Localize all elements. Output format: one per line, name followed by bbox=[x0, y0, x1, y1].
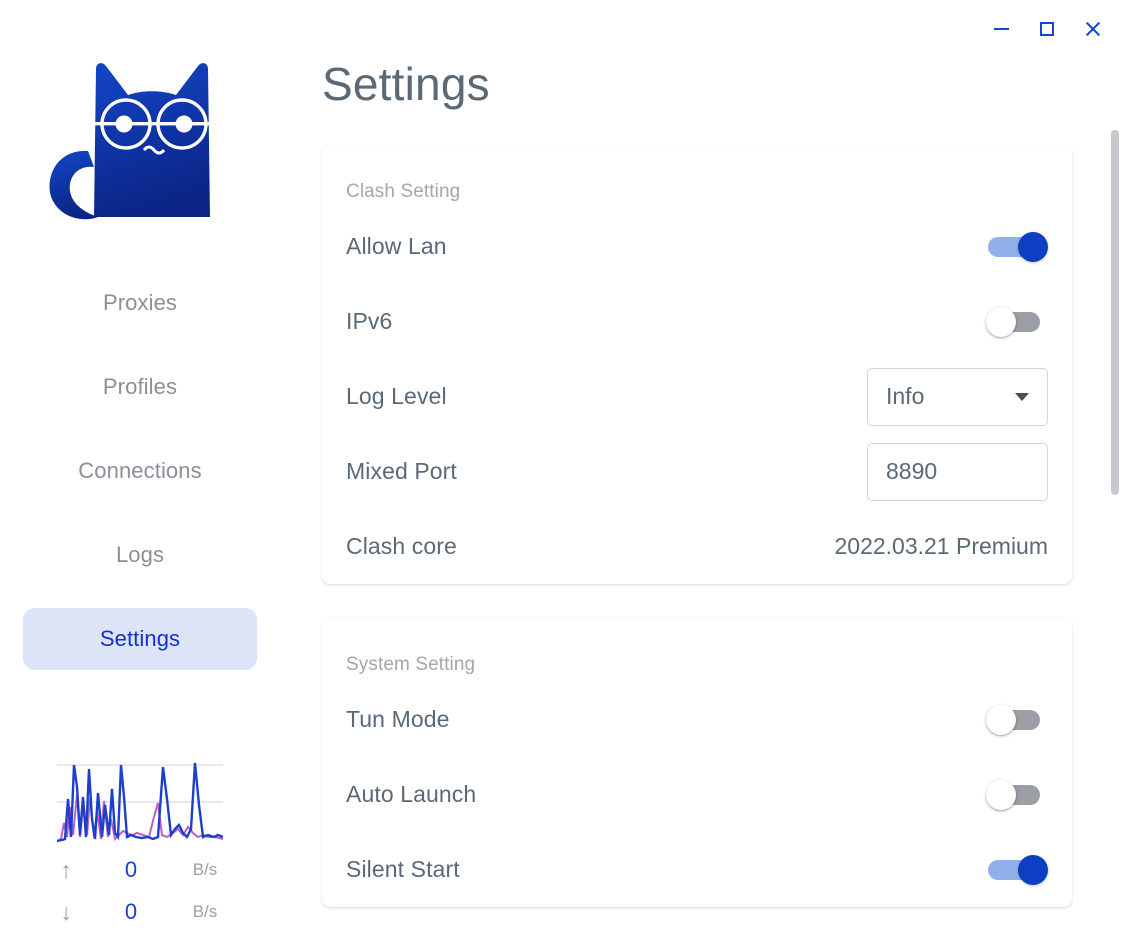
toggle-knob bbox=[986, 704, 1016, 735]
sidebar-item-connections[interactable]: Connections bbox=[23, 440, 257, 502]
setting-label: Auto Launch bbox=[346, 781, 477, 807]
ipv6-toggle[interactable] bbox=[986, 303, 1048, 341]
traffic-widget: ↑ 0 B/s ↓ 0 B/s bbox=[0, 749, 280, 929]
upload-arrow-icon: ↑ bbox=[60, 856, 72, 883]
setting-row-mixed-port: Mixed Port 8890 bbox=[346, 434, 1048, 509]
setting-row-ipv6: IPv6 bbox=[346, 284, 1048, 359]
toggle-knob bbox=[986, 779, 1016, 810]
setting-label: Allow Lan bbox=[346, 233, 447, 259]
setting-label: Log Level bbox=[346, 383, 447, 409]
maximize-icon bbox=[1040, 22, 1054, 36]
sidebar-item-settings[interactable]: Settings bbox=[23, 608, 257, 670]
auto-launch-toggle[interactable] bbox=[986, 776, 1048, 814]
setting-label: IPv6 bbox=[346, 308, 393, 334]
sidebar-item-label: Connections bbox=[78, 458, 202, 483]
scrollbar[interactable] bbox=[1111, 0, 1119, 937]
silent-start-toggle[interactable] bbox=[986, 851, 1048, 889]
allow-lan-toggle[interactable] bbox=[986, 228, 1048, 266]
mixed-port-input[interactable]: 8890 bbox=[867, 442, 1048, 501]
settings-cards: Clash Setting Allow Lan IPv6 bbox=[280, 145, 1124, 937]
setting-label: Mixed Port bbox=[346, 458, 457, 484]
card-title: Clash Setting bbox=[346, 181, 461, 202]
sidebar-item-profiles[interactable]: Profiles bbox=[23, 356, 257, 418]
log-level-value: Info bbox=[886, 383, 925, 409]
sidebar: Proxies Profiles Connections Logs Settin… bbox=[0, 0, 280, 937]
setting-row-log-level: Log Level Info bbox=[346, 359, 1048, 434]
window-controls bbox=[978, 0, 1124, 58]
clash-core-version: 2022.03.21 Premium bbox=[834, 533, 1048, 559]
card-title: System Setting bbox=[346, 654, 476, 675]
toggle-knob bbox=[1018, 854, 1048, 885]
scrollbar-thumb[interactable] bbox=[1111, 130, 1119, 495]
chevron-down-icon bbox=[1015, 392, 1029, 401]
upload-speed-value: 0 bbox=[124, 857, 138, 882]
mixed-port-value: 8890 bbox=[886, 458, 938, 484]
sidebar-item-label: Logs bbox=[115, 542, 165, 567]
upload-speed-unit: B/s bbox=[192, 860, 218, 879]
setting-label: Clash core bbox=[346, 533, 457, 559]
setting-row-allow-lan: Allow Lan bbox=[346, 209, 1048, 284]
download-speed-row: ↓ 0 B/s bbox=[47, 895, 233, 929]
download-speed-value: 0 bbox=[124, 899, 138, 924]
cat-logo-icon bbox=[49, 63, 218, 220]
setting-row-clash-core: Clash core 2022.03.21 Premium bbox=[346, 509, 1048, 584]
sidebar-item-label: Settings bbox=[99, 626, 181, 651]
setting-label: Tun Mode bbox=[346, 706, 450, 732]
log-level-select[interactable]: Info bbox=[867, 367, 1048, 426]
setting-label: Silent Start bbox=[346, 856, 460, 882]
setting-row-tun-mode: Tun Mode bbox=[346, 682, 1048, 757]
download-speed-unit: B/s bbox=[192, 902, 218, 921]
upload-speed-row: ↑ 0 B/s bbox=[47, 853, 233, 887]
setting-row-silent-start: Silent Start bbox=[346, 832, 1048, 907]
sidebar-item-label: Profiles bbox=[102, 374, 178, 399]
download-arrow-icon: ↓ bbox=[60, 898, 72, 925]
tun-mode-toggle[interactable] bbox=[986, 701, 1048, 739]
system-setting-card: System Setting Tun Mode Auto Launch bbox=[322, 618, 1072, 907]
sidebar-item-logs[interactable]: Logs bbox=[23, 524, 257, 586]
toggle-knob bbox=[986, 306, 1016, 337]
clash-setting-card: Clash Setting Allow Lan IPv6 bbox=[322, 145, 1072, 584]
sidebar-nav: Proxies Profiles Connections Logs Settin… bbox=[0, 272, 280, 670]
traffic-chart bbox=[57, 762, 223, 843]
minimize-icon bbox=[993, 28, 1009, 30]
sidebar-item-label: Proxies bbox=[102, 290, 178, 315]
page-title: Settings bbox=[322, 58, 490, 110]
toggle-knob bbox=[1018, 231, 1048, 262]
setting-row-auto-launch: Auto Launch bbox=[346, 757, 1048, 832]
main-content: Settings Clash Setting Allow Lan IPv6 bbox=[280, 0, 1124, 937]
maximize-button[interactable] bbox=[1024, 6, 1070, 52]
app-logo bbox=[25, 16, 255, 234]
minimize-button[interactable] bbox=[978, 6, 1024, 52]
sidebar-item-proxies[interactable]: Proxies bbox=[23, 272, 257, 334]
